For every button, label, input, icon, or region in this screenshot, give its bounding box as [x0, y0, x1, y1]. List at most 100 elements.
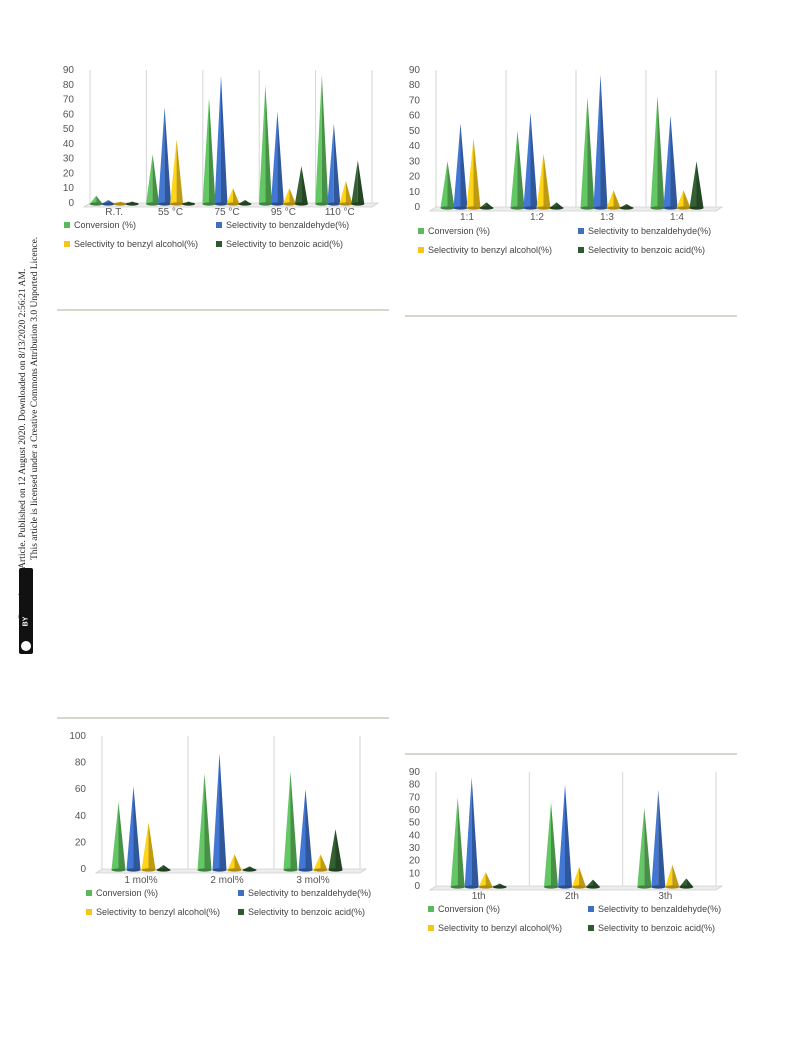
- legend-swatch: [86, 890, 92, 896]
- y-tick-label: 90: [409, 767, 421, 778]
- cone-light-face: [298, 789, 306, 870]
- cone-light-face: [606, 190, 614, 208]
- cone-benzaldehyde: [214, 75, 228, 206]
- x-category-label: 1:2: [530, 212, 544, 223]
- cone-light-face: [510, 130, 518, 208]
- cone-light-face: [663, 115, 671, 208]
- legend-item-benzoic-acid: Selectivity to benzoic acid(%): [216, 239, 343, 249]
- cone-light-face: [294, 166, 302, 204]
- y-tick-label: 60: [75, 784, 87, 795]
- cone-base: [637, 885, 652, 889]
- cone-base: [294, 202, 308, 206]
- cone-light-face: [572, 867, 579, 887]
- licence-link-text[interactable]: This article is licensed under a Creativ…: [30, 236, 40, 560]
- legend-item-benzaldehyde: Selectivity to benzaldehyde(%): [216, 220, 349, 230]
- cone-conversion: [544, 802, 558, 889]
- cone-benzaldehyde: [593, 74, 608, 210]
- legend-label: Selectivity to benzaldehyde(%): [588, 226, 712, 236]
- cone-benzoic-acid: [549, 202, 564, 210]
- cone-benzyl-alcohol: [226, 188, 240, 206]
- cone-light-face: [202, 98, 209, 204]
- cone-dark-face: [221, 75, 228, 205]
- cone-light-face: [478, 872, 486, 887]
- cone-base: [282, 202, 296, 206]
- chart-catalyst-loading-plot: 0 20 40 60 80 100 1 mol% 2 mol% 3 mol%: [69, 731, 368, 886]
- cone-dark-face: [357, 160, 365, 204]
- y-tick-label: 0: [414, 881, 420, 892]
- cone-benzoic-acid: [679, 878, 694, 889]
- y-tick-label: 90: [409, 65, 421, 76]
- chart-recycling: 0 10 20 30 40 50 60 70 80 90 1th 2th 3th Conversion …: [398, 764, 738, 939]
- cone-dark-face: [457, 797, 465, 887]
- cone-base: [478, 885, 493, 889]
- cone-light-face: [212, 753, 220, 870]
- cone-dark-face: [148, 822, 156, 870]
- legend-label: Selectivity to benzyl alcohol(%): [428, 245, 553, 255]
- cone-base: [650, 206, 665, 210]
- chart-ratio: 0 10 20 30 40 50 60 70 80 90 1:1 1:2 1:3 1:4 Conversi…: [398, 62, 738, 267]
- cone-dark-face: [543, 153, 551, 208]
- cone-benzaldehyde: [651, 789, 666, 889]
- cone-light-face: [313, 854, 321, 870]
- legend-label: Conversion (%): [428, 226, 491, 236]
- cone-light-face: [637, 807, 645, 887]
- cone-benzyl-alcohol: [313, 854, 328, 872]
- cone-dark-face: [333, 123, 341, 204]
- legend-item-benzoic-acid: Selectivity to benzoic acid(%): [578, 245, 705, 255]
- cone-dark-face: [305, 789, 313, 870]
- y-tick-label: 10: [63, 183, 75, 194]
- cone-dark-face: [320, 854, 328, 870]
- cone-benzaldehyde: [270, 111, 284, 206]
- chart-recycling-legend: Conversion (%) Selectivity to benzaldehyd…: [428, 904, 738, 940]
- cone-light-face: [141, 822, 149, 870]
- cone-dark-face: [587, 97, 595, 208]
- x-category-label: 1th: [472, 891, 486, 902]
- x-category-label: 110 °C: [325, 207, 355, 218]
- cone-dark-face: [672, 864, 680, 887]
- cc-by-label: BY: [22, 616, 30, 627]
- cone-dark-face: [517, 130, 525, 208]
- cone-base: [182, 202, 196, 206]
- cone-benzoic-acid: [242, 866, 257, 872]
- cone-base: [212, 868, 227, 872]
- cone-base: [450, 885, 465, 889]
- cone-base: [270, 202, 284, 206]
- cone-dark-face: [696, 161, 704, 208]
- y-tick-label: 0: [414, 202, 420, 213]
- cc-by-badge-icon[interactable]: BY: [19, 568, 33, 654]
- legend-label: Selectivity to benzoic acid(%): [598, 923, 716, 933]
- cone-benzoic-acid: [689, 161, 704, 210]
- x-category-label: 3th: [658, 891, 672, 902]
- cone-dark-face: [579, 867, 586, 887]
- cone-base: [242, 868, 257, 872]
- cone-light-face: [226, 188, 233, 204]
- legend-swatch: [588, 925, 594, 931]
- cone-base: [226, 202, 240, 206]
- legend-item-benzyl-alcohol: Selectivity to benzyl alcohol(%): [64, 239, 198, 249]
- cone-dark-face: [233, 188, 240, 204]
- separator-rule: [405, 753, 737, 755]
- cone-light-face: [158, 106, 165, 204]
- cone-benzyl-alcohol: [339, 180, 353, 206]
- cone-base: [214, 202, 228, 206]
- legend-item-benzyl-alcohol: Selectivity to benzyl alcohol(%): [86, 907, 220, 917]
- cone-benzyl-alcohol: [282, 188, 296, 206]
- y-tick-label: 40: [75, 811, 87, 822]
- cone-base: [328, 868, 343, 872]
- cone-light-face: [450, 797, 458, 887]
- cone-base: [536, 206, 551, 210]
- cone-conversion: [315, 74, 329, 206]
- cone-base: [113, 202, 127, 206]
- y-tick-label: 90: [63, 65, 75, 76]
- cone-base: [351, 202, 365, 206]
- cone-benzaldehyde: [101, 200, 115, 206]
- y-tick-label: 60: [63, 109, 75, 120]
- y-tick-label: 50: [63, 124, 75, 135]
- y-tick-label: 40: [63, 139, 75, 150]
- legend-swatch: [428, 925, 434, 931]
- y-tick-label: 10: [409, 868, 421, 879]
- cone-base: [606, 206, 621, 210]
- cone-dark-face: [565, 784, 572, 887]
- legend-label: Selectivity to benzoic acid(%): [588, 245, 706, 255]
- cone-benzyl-alcohol: [676, 190, 691, 210]
